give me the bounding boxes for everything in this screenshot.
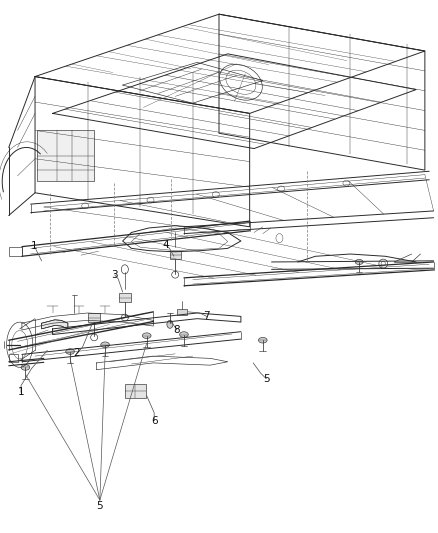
- Bar: [170, 251, 180, 260]
- Ellipse shape: [355, 260, 363, 264]
- Bar: [177, 309, 187, 314]
- Ellipse shape: [142, 333, 151, 338]
- Ellipse shape: [167, 320, 173, 328]
- Text: 4: 4: [162, 240, 169, 250]
- Bar: [88, 313, 100, 322]
- Bar: [119, 293, 131, 302]
- Text: 7: 7: [203, 311, 210, 321]
- Text: 1: 1: [31, 240, 38, 251]
- Text: 3: 3: [111, 270, 118, 280]
- Bar: [9, 354, 18, 362]
- Ellipse shape: [180, 332, 188, 337]
- Ellipse shape: [101, 342, 110, 348]
- Text: 8: 8: [173, 325, 180, 335]
- Text: 5: 5: [96, 501, 103, 511]
- Text: 5: 5: [263, 374, 270, 384]
- Bar: [37, 131, 94, 181]
- Text: 2: 2: [73, 348, 80, 358]
- Bar: [125, 384, 146, 398]
- Text: 6: 6: [151, 416, 158, 426]
- Bar: [9, 247, 22, 256]
- Ellipse shape: [66, 349, 74, 354]
- Ellipse shape: [21, 365, 30, 370]
- Text: 1: 1: [18, 387, 25, 398]
- Ellipse shape: [258, 337, 267, 343]
- Polygon shape: [42, 320, 68, 329]
